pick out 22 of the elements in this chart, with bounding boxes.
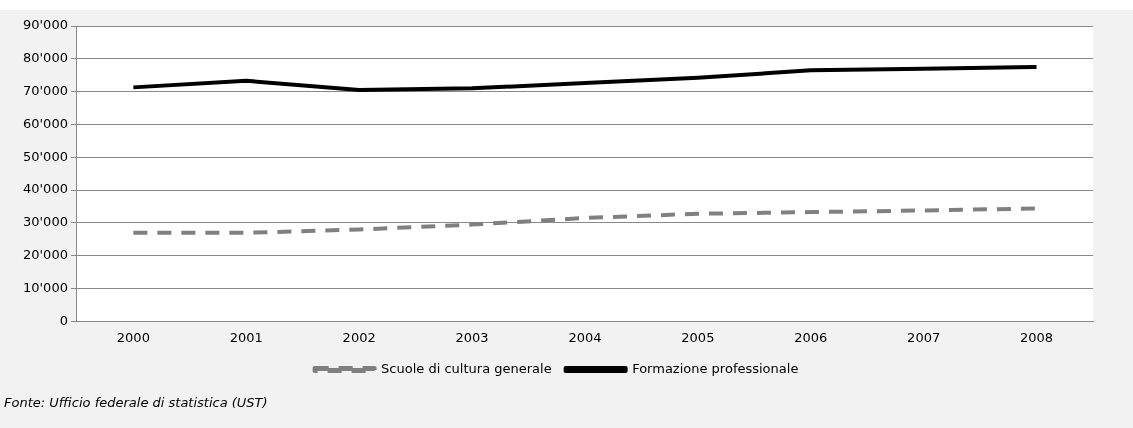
y-tick-label: 20'000: [22, 247, 68, 263]
x-tick-label: 2008: [1020, 329, 1054, 345]
x-tick-label: 2004: [568, 329, 602, 345]
y-tick-label: 0: [59, 312, 68, 328]
legend-label: Scuole di cultura generale: [381, 360, 552, 376]
x-tick-label: 2007: [907, 329, 941, 345]
x-tick-label: 2006: [794, 329, 828, 345]
legend-label: Formazione professionale: [632, 360, 799, 376]
x-tick-label: 2001: [229, 329, 263, 345]
x-tick-label: 2000: [116, 329, 150, 345]
y-tick-label: 80'000: [22, 50, 68, 66]
y-tick-label: 50'000: [22, 148, 68, 164]
y-tick-label: 70'000: [22, 83, 68, 99]
x-tick-label: 2005: [681, 329, 715, 345]
x-tick-label: 2002: [342, 329, 376, 345]
y-tick-label: 30'000: [22, 214, 68, 230]
x-tick-label: 2003: [455, 329, 489, 345]
y-tick-label: 60'000: [22, 115, 68, 131]
y-tick-label: 40'000: [22, 181, 68, 197]
y-tick-label: 10'000: [22, 279, 68, 295]
y-tick-label: 90'000: [22, 17, 68, 33]
source-note: Fonte: Ufficio federale di statistica (UST): [4, 395, 268, 410]
